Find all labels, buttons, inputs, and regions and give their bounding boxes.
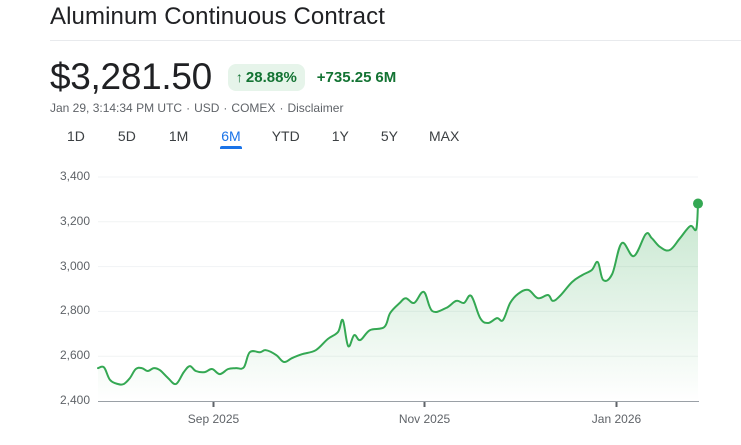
chart-plot <box>97 176 703 407</box>
change-period: 6M <box>375 68 397 86</box>
timestamp: Jan 29, 3:14:34 PM UTC <box>50 101 183 115</box>
last-price-marker <box>693 198 703 209</box>
quote-row: $3,281.50 ↑ 28.88% +735.25 6M <box>50 56 396 98</box>
tab-6m[interactable]: 6M <box>220 128 243 149</box>
exchange: COMEX <box>231 101 276 115</box>
y-axis-label: 3,000 <box>59 258 90 273</box>
currency: USD <box>194 101 220 115</box>
current-price: $3,281.50 <box>50 56 212 97</box>
tab-1y[interactable]: 1Y <box>331 128 349 144</box>
disclaimer-link[interactable]: Disclaimer <box>287 101 344 115</box>
change-value: +735.25 <box>316 68 372 86</box>
tab-ytd[interactable]: YTD <box>271 128 300 144</box>
y-axis-label: 3,200 <box>59 213 90 228</box>
arrow-up-icon: ↑ <box>235 69 243 85</box>
x-axis-label: Jan 2026 <box>591 412 642 426</box>
separator: · <box>279 101 284 115</box>
tab-1m[interactable]: 1M <box>168 128 189 144</box>
separator: · <box>186 101 191 115</box>
x-axis-label: Sep 2025 <box>187 412 240 426</box>
page-title: Aluminum Continuous Contract <box>50 3 385 30</box>
change-percent-badge: ↑ 28.88% <box>227 63 305 91</box>
price-area <box>98 203 698 401</box>
range-tabs: 1D 5D 1M 6M YTD 1Y 5Y MAX <box>50 128 459 149</box>
price-line <box>97 202 699 386</box>
price-chart[interactable]: 2,400 2,600 2,800 3,000 3,200 3,400 Sep 2025 N… <box>0 160 741 445</box>
separator: · <box>223 101 228 115</box>
y-axis-label: 2,600 <box>59 348 90 363</box>
x-axis-label: Nov 2025 <box>398 412 451 426</box>
tab-5y[interactable]: 5Y <box>380 128 398 144</box>
change-percent: 28.88% <box>245 68 297 86</box>
tab-max[interactable]: MAX <box>428 128 460 144</box>
quote-meta: Jan 29, 3:14:34 PM UTC · USD · COMEX · Disclai… <box>50 101 343 115</box>
y-axis-label: 2,400 <box>59 393 90 407</box>
tab-1d[interactable]: 1D <box>67 128 85 144</box>
x-axis-ticks <box>212 402 618 407</box>
y-axis-label: 3,400 <box>59 169 90 183</box>
header-divider <box>50 40 741 41</box>
change-value-group: +735.25 6M <box>317 69 396 86</box>
tab-5d[interactable]: 5D <box>117 128 136 144</box>
y-axis-label: 2,800 <box>59 303 90 318</box>
